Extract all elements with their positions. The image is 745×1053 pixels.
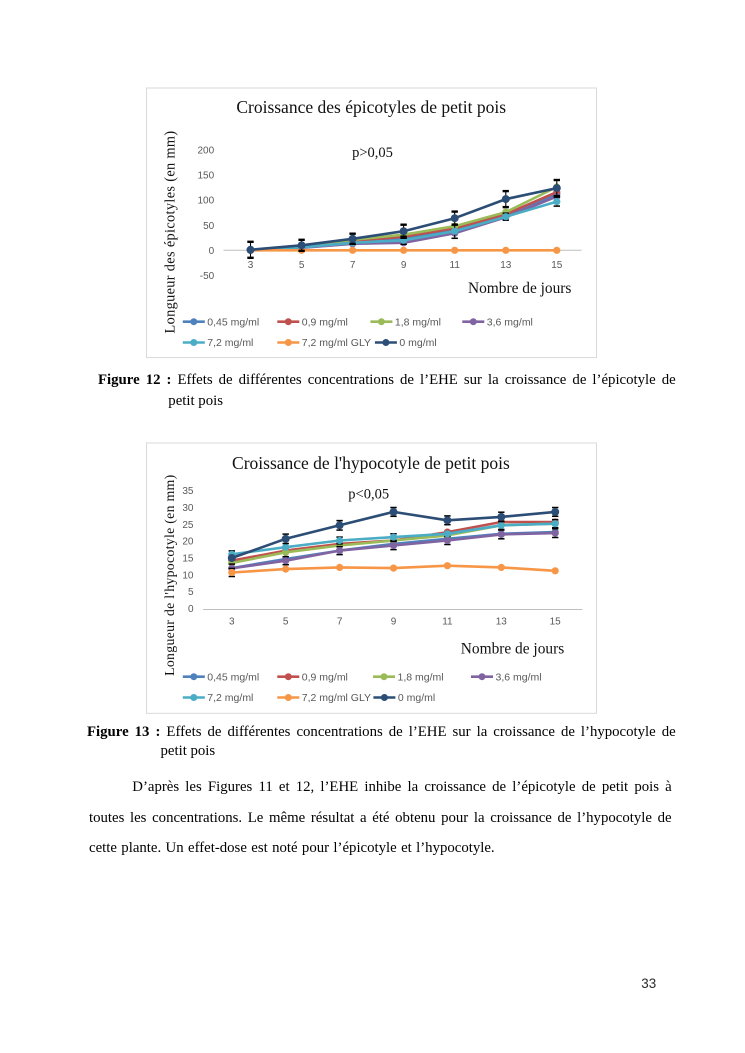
svg-text:3: 3: [248, 260, 254, 271]
svg-text:Croissance des épicotyles de p: Croissance des épicotyles de petit pois: [236, 97, 506, 117]
svg-text:0: 0: [209, 246, 215, 257]
svg-text:5: 5: [283, 617, 289, 628]
svg-text:3,6 mg/ml: 3,6 mg/ml: [496, 671, 542, 683]
svg-text:5: 5: [188, 587, 194, 598]
svg-text:100: 100: [198, 196, 215, 207]
svg-text:10: 10: [182, 570, 194, 581]
svg-text:200: 200: [198, 146, 215, 157]
svg-text:p>0,05: p>0,05: [352, 145, 393, 161]
svg-text:35: 35: [182, 486, 194, 497]
svg-text:11: 11: [442, 617, 453, 628]
svg-text:p<0,05: p<0,05: [348, 486, 389, 502]
svg-text:Croissance de l'hypocotyle de: Croissance de l'hypocotyle de petit pois: [232, 453, 510, 473]
svg-text:3,6 mg/ml: 3,6 mg/ml: [487, 316, 533, 328]
svg-text:9: 9: [401, 260, 407, 271]
svg-text:0 mg/ml: 0 mg/ml: [399, 337, 436, 349]
svg-text:30: 30: [182, 503, 194, 514]
svg-text:Longueur de l'hypocotyle (en m: Longueur de l'hypocotyle (en mm): [162, 475, 178, 676]
svg-text:15: 15: [550, 617, 562, 628]
svg-text:0,45 mg/ml: 0,45 mg/ml: [207, 316, 259, 328]
svg-text:7,2 mg/ml: 7,2 mg/ml: [207, 337, 253, 349]
svg-text:0,9 mg/ml: 0,9 mg/ml: [302, 671, 348, 683]
svg-text:50: 50: [203, 221, 215, 232]
svg-text:25: 25: [182, 520, 194, 531]
svg-text:13: 13: [496, 617, 508, 628]
svg-text:11: 11: [450, 260, 461, 271]
svg-text:7,2 mg/ml GLY: 7,2 mg/ml GLY: [302, 337, 371, 349]
svg-text:13: 13: [500, 260, 512, 271]
svg-text:15: 15: [182, 554, 194, 565]
svg-text:1,8 mg/ml: 1,8 mg/ml: [395, 316, 441, 328]
svg-text:0,45 mg/ml: 0,45 mg/ml: [207, 671, 259, 683]
svg-text:7,2 mg/ml: 7,2 mg/ml: [207, 692, 253, 704]
svg-text:150: 150: [198, 171, 215, 182]
svg-text:5: 5: [299, 260, 305, 271]
svg-text:15: 15: [551, 260, 563, 271]
svg-text:-50: -50: [200, 271, 215, 282]
svg-text:7: 7: [337, 617, 343, 628]
svg-text:Nombre de jours: Nombre de jours: [468, 280, 571, 297]
svg-text:0 mg/ml: 0 mg/ml: [398, 692, 435, 704]
svg-text:9: 9: [391, 617, 397, 628]
svg-text:0,9 mg/ml: 0,9 mg/ml: [302, 316, 348, 328]
svg-text:20: 20: [182, 537, 194, 548]
svg-text:Longueur des épicotyles (en m: Longueur des épicotyles (en mm): [163, 130, 179, 333]
svg-text:7,2 mg/ml GLY: 7,2 mg/ml GLY: [302, 692, 371, 704]
svg-text:7: 7: [350, 260, 356, 271]
svg-text:Nombre de jours: Nombre de jours: [461, 641, 564, 658]
svg-text:3: 3: [229, 617, 235, 628]
svg-text:1,8 mg/ml: 1,8 mg/ml: [398, 671, 444, 683]
svg-text:0: 0: [188, 604, 194, 615]
